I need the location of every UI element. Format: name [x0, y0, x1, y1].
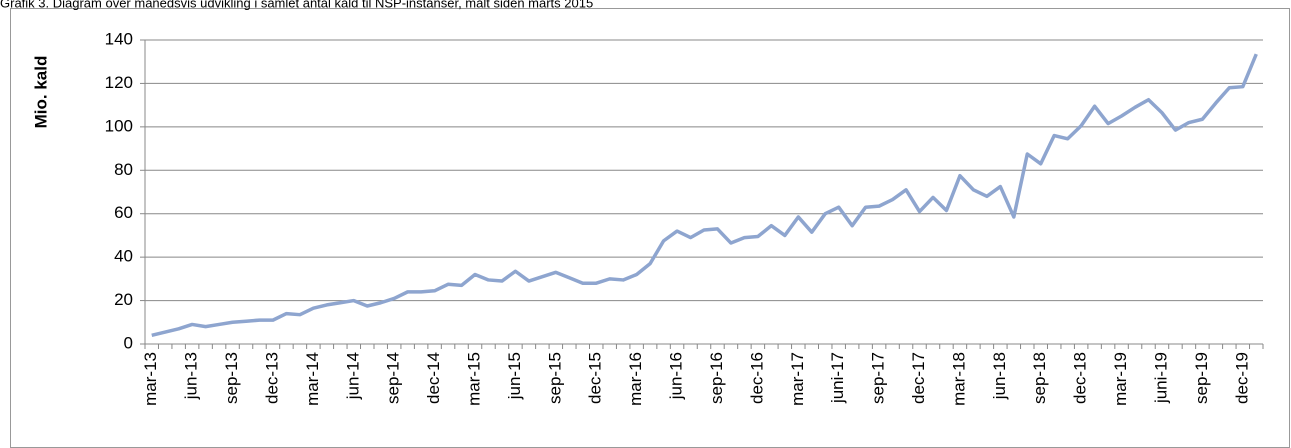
x-tick-label: mar-18: [949, 352, 968, 406]
x-tick-label: dec-13: [262, 352, 281, 404]
x-tick-label: sep-13: [222, 352, 241, 404]
x-tick-label: dec-15: [586, 352, 605, 404]
x-tick-label: sep-18: [1030, 352, 1049, 404]
x-tick-label: sep-14: [384, 352, 403, 404]
x-tick-label: sep-16: [707, 352, 726, 404]
plot: [151, 53, 1258, 338]
y-tick-label: 120: [105, 73, 133, 92]
x-tick-label: dec-14: [424, 352, 443, 404]
x-tick-label: sep-19: [1192, 352, 1211, 404]
x-tick-label: dec-17: [909, 352, 928, 404]
x-tick-label: jun-15: [505, 352, 524, 400]
data-line: [151, 53, 1258, 338]
x-tick-label: juni-17: [828, 352, 847, 404]
y-tick-label: 20: [114, 290, 133, 309]
x-tick-label: mar-14: [303, 352, 322, 406]
x-tick-label: dec-19: [1232, 352, 1251, 404]
x-tick-label: sep-15: [545, 352, 564, 404]
x-tick-label: sep-17: [869, 352, 888, 404]
grid: [140, 39, 1264, 349]
x-tick-label: jun-16: [667, 352, 686, 400]
y-axis-label: Mio. kald: [31, 56, 50, 129]
chart-frame: [10, 8, 1290, 448]
x-tick-label: mar-16: [626, 352, 645, 406]
x-tick-label: jun-13: [182, 352, 201, 400]
x-tick-label: dec-16: [747, 352, 766, 404]
x-tick-label: jun-18: [990, 352, 1009, 400]
x-tick-label: mar-17: [788, 352, 807, 406]
x-tick-label: dec-18: [1071, 352, 1090, 404]
chart-title: Grafik 3. Diagram over månedsvis udvikli…: [0, 0, 593, 10]
y-tick-label: 100: [105, 116, 133, 135]
x-tick-label: mar-19: [1111, 352, 1130, 406]
x-tick-label: mar-15: [464, 352, 483, 406]
y-tick-label: 40: [114, 247, 133, 266]
x-tick-label: juni-19: [1151, 352, 1170, 404]
y-tick-label: 140: [105, 29, 133, 48]
x-tick-label: mar-13: [141, 352, 160, 406]
x-tick-label: jun-14: [343, 352, 362, 400]
y-tick-label: 60: [114, 203, 133, 222]
y-tick-label: 0: [124, 333, 133, 352]
y-tick-label: 80: [114, 160, 133, 179]
